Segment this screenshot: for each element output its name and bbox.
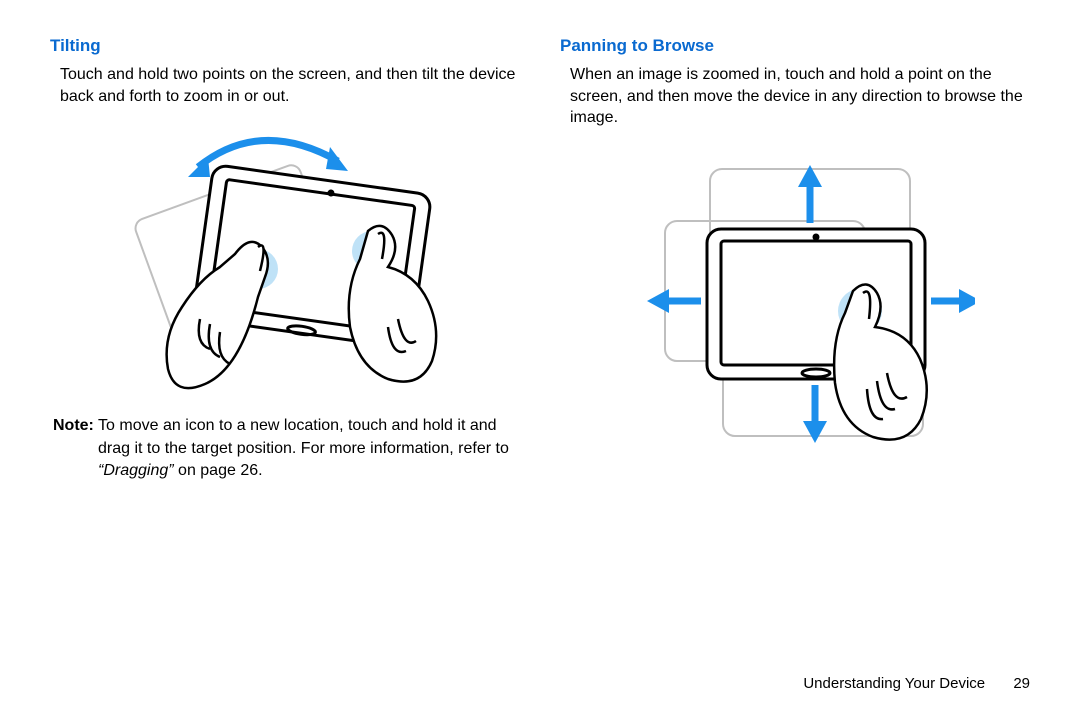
right-column: Panning to Browse When an image is zoome… [560, 36, 1030, 487]
panning-heading: Panning to Browse [560, 36, 1030, 56]
tilting-note: Note: To move an icon to a new location,… [50, 415, 520, 482]
note-label: Note: [53, 417, 94, 434]
panning-illustration [615, 141, 975, 471]
note-reference: “Dragging” [98, 462, 174, 479]
tilting-body: Touch and hold two points on the screen,… [50, 64, 520, 107]
footer-section-title: Understanding Your Device [803, 675, 985, 692]
page-columns: Tilting Touch and hold two points on the… [0, 0, 1080, 487]
note-body-2: on page 26. [174, 462, 263, 479]
tilting-illustration [120, 119, 450, 399]
panning-body: When an image is zoomed in, touch and ho… [560, 64, 1030, 129]
note-body-1: To move an icon to a new location, touch… [98, 417, 509, 456]
page-footer: Understanding Your Device 29 [803, 675, 1030, 692]
footer-page-number: 29 [1013, 675, 1030, 692]
left-column: Tilting Touch and hold two points on the… [50, 36, 520, 487]
tilting-heading: Tilting [50, 36, 520, 56]
